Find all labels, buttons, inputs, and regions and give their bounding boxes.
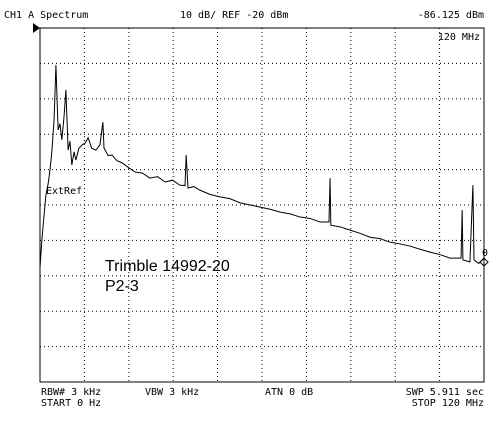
- rbw-label: RBW# 3 kHz: [41, 387, 101, 398]
- device-subtitle: P2-3: [105, 278, 139, 295]
- marker-freq: 120 MHz: [438, 32, 480, 43]
- ext-ref-label: ExtRef: [46, 186, 82, 197]
- vbw-label: VBW 3 kHz: [145, 387, 199, 398]
- scale-label: 10 dB/ REF -20 dBm: [180, 10, 288, 21]
- channel-label: CH1 A Spectrum: [4, 10, 88, 21]
- marker-readout: -86.125 dBm: [418, 10, 484, 21]
- ref-indicator: [33, 23, 40, 33]
- device-title: Trimble 14992-20: [105, 258, 230, 275]
- spectrum-trace: [39, 65, 485, 269]
- atn-label: ATN 0 dB: [265, 387, 313, 398]
- marker-label: 0: [482, 248, 488, 259]
- swp-label: SWP 5.911 sec: [406, 387, 484, 398]
- stop-label: STOP 120 MHz: [412, 398, 484, 409]
- plot-frame: [39, 27, 485, 383]
- start-label: START 0 Hz: [41, 398, 101, 409]
- marker: [479, 257, 489, 267]
